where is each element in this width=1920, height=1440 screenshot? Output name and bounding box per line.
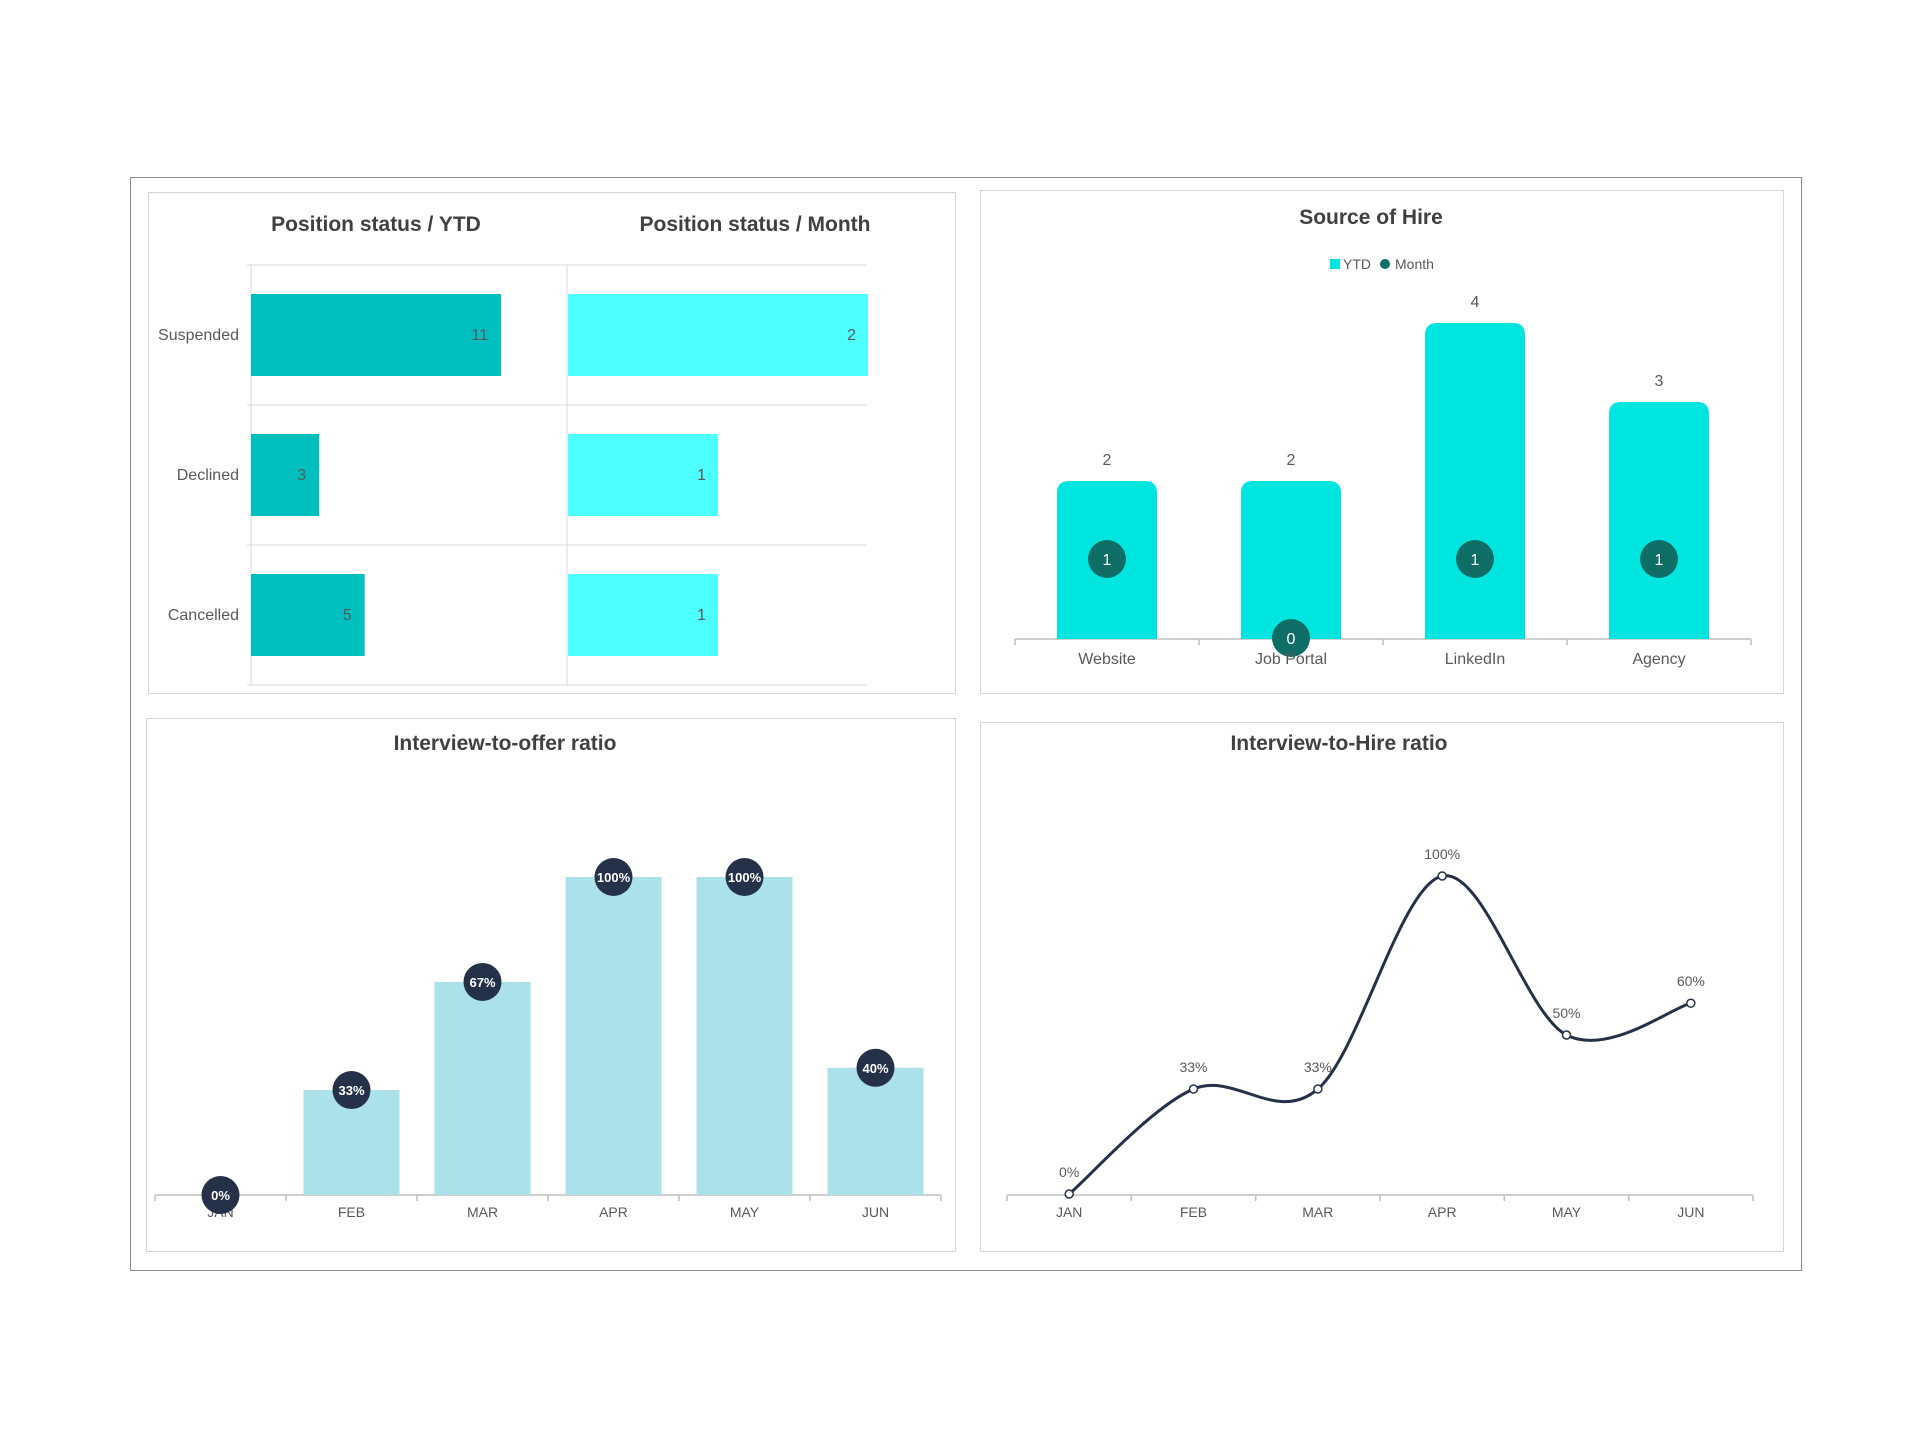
source-month-dot — [1456, 540, 1494, 578]
hire-value-label: 0% — [1059, 1164, 1079, 1180]
hire-point — [1064, 1189, 1074, 1199]
interview-offer-chart: Interview-to-offer ratio JAN0%FEB33%MAR6… — [154, 732, 942, 1220]
hire-value-label: 33% — [1304, 1059, 1332, 1075]
hire-point — [1188, 1084, 1199, 1094]
source-of-hire-chart: Source of Hire YTD Month 2 1 Website 2 0 Job … — [1014, 206, 1752, 668]
source-ytd-bar — [1425, 323, 1525, 639]
source-month-dot — [1640, 540, 1678, 578]
offer-bar — [434, 981, 531, 1195]
offer-value-bubble — [594, 858, 633, 896]
offer-value-bubble — [856, 1048, 895, 1087]
month-bar — [568, 434, 718, 516]
position-category-label: Cancelled — [168, 607, 239, 624]
offer-month-label: MAY — [730, 1204, 760, 1220]
source-ytd-value: 3 — [1655, 373, 1664, 390]
source-ytd-bar — [1609, 402, 1709, 639]
source-category-label: Agency — [1632, 651, 1685, 668]
hire-value-label: 33% — [1179, 1059, 1207, 1075]
source-month-value: 1 — [1471, 552, 1480, 569]
legend-month-label: Month — [1395, 256, 1434, 272]
month-bar-value: 1 — [697, 467, 706, 484]
hire-value-label: 50% — [1552, 1005, 1580, 1021]
ytd-bar — [251, 574, 365, 656]
ytd-bar — [251, 434, 320, 516]
hire-month-label: JUN — [1677, 1204, 1704, 1220]
source-category-label: LinkedIn — [1445, 651, 1506, 668]
source-month-value: 1 — [1103, 552, 1112, 569]
legend-ytd-swatch — [1330, 259, 1340, 269]
offer-bar — [696, 877, 793, 1195]
source-month-dot — [1272, 619, 1310, 657]
offer-month-label: APR — [599, 1204, 628, 1220]
interview-hire-chart: Interview-to-Hire ratio 0% JAN 33% FEB 33% MA… — [1006, 732, 1754, 1220]
source-category-label: Website — [1078, 651, 1136, 668]
source-category-label: Job Portal — [1255, 651, 1327, 668]
position-category-label: Declined — [177, 467, 239, 484]
month-bar-value: 2 — [847, 327, 856, 344]
source-ytd-value: 4 — [1471, 294, 1480, 311]
hire-month-label: MAY — [1552, 1204, 1582, 1220]
hire-point — [1437, 871, 1447, 881]
offer-value-label: 0% — [211, 1188, 230, 1203]
source-ytd-bar — [1241, 481, 1341, 639]
hire-point — [1686, 998, 1696, 1008]
position-status-panel: Position status / YTD Position status / … — [148, 192, 956, 694]
offer-value-label: 100% — [728, 870, 762, 885]
offer-value-bubble — [201, 1176, 240, 1214]
offer-bar — [827, 1067, 924, 1195]
source-month-value: 1 — [1655, 552, 1664, 569]
month-bar-value: 1 — [697, 607, 706, 624]
ytd-bar-value: 11 — [471, 327, 488, 344]
interview-offer-panel: Interview-to-offer ratio JAN0%FEB33%MAR6… — [146, 718, 956, 1252]
ytd-bar-value: 5 — [343, 607, 352, 624]
position-category-label: Suspended — [158, 327, 239, 344]
source-of-hire-panel: Source of Hire YTD Month 2 1 Website 2 0 Job … — [980, 190, 1784, 694]
legend-month-swatch — [1380, 259, 1390, 269]
source-month-dot — [1088, 540, 1126, 578]
position-status-chart: Position status / YTD Position status / … — [158, 213, 871, 686]
offer-title: Interview-to-offer ratio — [394, 732, 617, 755]
source-month-value: 0 — [1287, 631, 1296, 648]
hire-series-line — [1068, 874, 1692, 1196]
interview-hire-panel: Interview-to-Hire ratio 0% JAN 33% FEB 33% MA… — [980, 722, 1784, 1252]
hire-month-label: FEB — [1180, 1204, 1207, 1220]
source-title: Source of Hire — [1299, 206, 1443, 229]
month-bar — [568, 574, 718, 656]
source-legend: YTD Month — [1330, 256, 1434, 272]
hire-value-label: 100% — [1424, 846, 1460, 862]
offer-month-label: JUN — [862, 1204, 889, 1220]
offer-value-label: 40% — [862, 1061, 888, 1076]
offer-value-label: 100% — [597, 870, 631, 885]
offer-month-label: MAR — [467, 1204, 498, 1220]
hire-title: Interview-to-Hire ratio — [1230, 732, 1447, 755]
hire-value-label: 60% — [1677, 973, 1705, 989]
position-month-title: Position status / Month — [640, 213, 871, 236]
offer-value-label: 33% — [338, 1083, 364, 1098]
ytd-bar — [251, 294, 501, 376]
position-ytd-title: Position status / YTD — [271, 213, 481, 236]
hire-month-label: MAR — [1302, 1204, 1333, 1220]
offer-value-label: 67% — [469, 975, 495, 990]
offer-value-bubble — [332, 1071, 371, 1110]
offer-bar — [565, 877, 662, 1195]
offer-value-bubble — [725, 858, 764, 896]
month-bar — [568, 294, 868, 376]
source-ytd-value: 2 — [1103, 452, 1112, 469]
hire-point — [1561, 1030, 1572, 1040]
hire-month-label: JAN — [1056, 1204, 1082, 1220]
offer-value-bubble — [463, 962, 502, 1001]
hire-month-label: APR — [1428, 1204, 1457, 1220]
dashboard-frame — [130, 177, 1802, 1271]
offer-month-label: FEB — [338, 1204, 365, 1220]
hire-point — [1313, 1084, 1323, 1094]
source-ytd-value: 2 — [1287, 452, 1296, 469]
legend-ytd-label: YTD — [1343, 256, 1371, 272]
ytd-bar-value: 3 — [297, 467, 306, 484]
